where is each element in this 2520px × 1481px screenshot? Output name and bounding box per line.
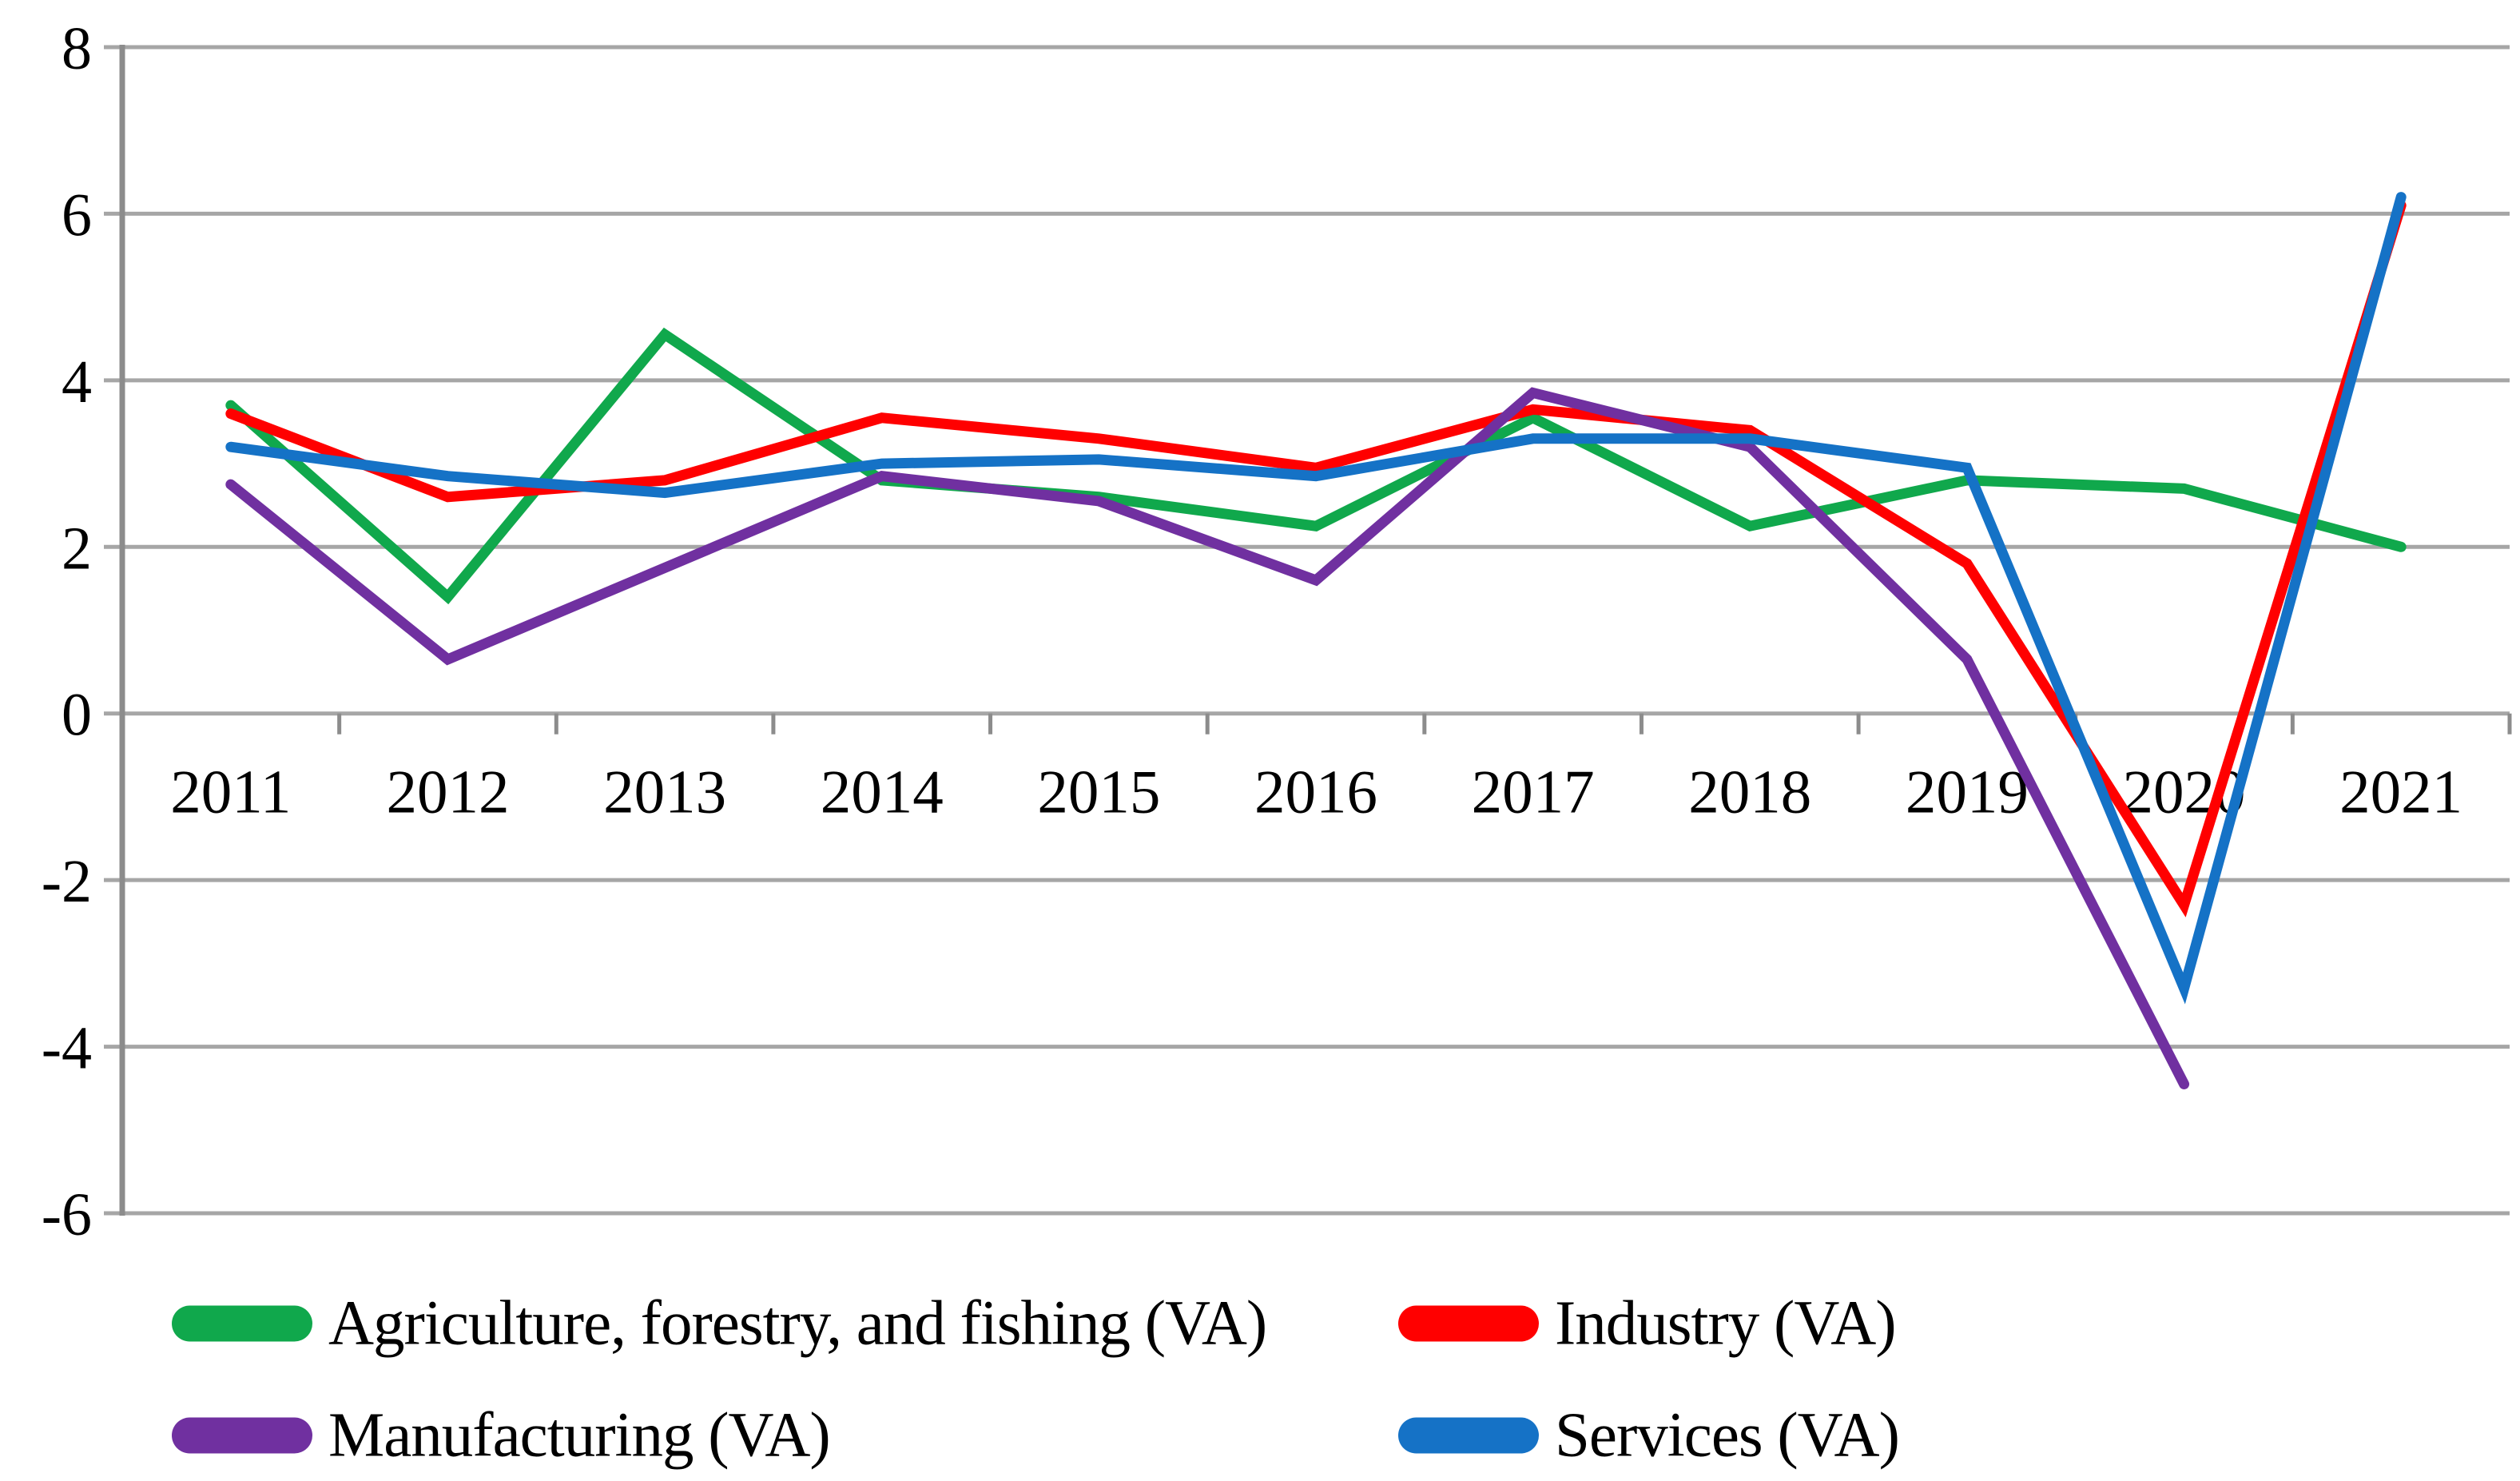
series-line-services-va bbox=[225, 192, 2407, 1005]
x-tick-label-2017: 2017 bbox=[1472, 758, 1595, 826]
legend-item-agriculture: Agriculture, forestry, and fishing (VA) bbox=[172, 1288, 1267, 1359]
x-tick-label-2021: 2021 bbox=[2339, 758, 2462, 826]
legend-swatch-industry bbox=[1398, 1305, 1539, 1342]
x-tick-label-2019: 2019 bbox=[1906, 758, 2029, 826]
series-line-manufacturing-va bbox=[225, 387, 2190, 1089]
legend-swatch-services bbox=[1398, 1417, 1539, 1454]
y-tick-label-6: 6 bbox=[62, 181, 92, 249]
x-tick-label-2015: 2015 bbox=[1037, 758, 1160, 826]
y-tick-label-0: 0 bbox=[62, 682, 92, 749]
series-line-agriculture-forestry-and-fishing-va bbox=[225, 327, 2407, 605]
legend-label-industry: Industry (VA) bbox=[1555, 1288, 1897, 1359]
y-tick-label--4: -4 bbox=[42, 1015, 92, 1082]
x-tick-label-2014: 2014 bbox=[821, 758, 944, 826]
x-tick-label-2016: 2016 bbox=[1254, 758, 1377, 826]
legend-item-services: Services (VA) bbox=[1398, 1400, 1900, 1471]
legend-label-manufacturing: Manufacturing (VA) bbox=[328, 1400, 831, 1471]
y-tick-label-2: 2 bbox=[62, 515, 92, 582]
x-tick-label-2011: 2011 bbox=[170, 758, 291, 826]
legend-item-industry: Industry (VA) bbox=[1398, 1288, 1897, 1359]
x-tick-label-2013: 2013 bbox=[603, 758, 726, 826]
legend-label-agriculture: Agriculture, forestry, and fishing (VA) bbox=[328, 1288, 1267, 1359]
y-tick-label-8: 8 bbox=[62, 15, 92, 82]
x-tick-label-2012: 2012 bbox=[386, 758, 509, 826]
y-tick-label--2: -2 bbox=[42, 848, 92, 915]
legend-label-services: Services (VA) bbox=[1555, 1400, 1900, 1471]
legend-swatch-manufacturing bbox=[172, 1417, 312, 1454]
legend-swatch-agriculture bbox=[172, 1305, 312, 1342]
y-tick-label-4: 4 bbox=[62, 348, 92, 416]
legend-item-manufacturing: Manufacturing (VA) bbox=[172, 1400, 831, 1471]
x-tick-label-2018: 2018 bbox=[1688, 758, 1811, 826]
y-tick-label--6: -6 bbox=[42, 1181, 92, 1248]
